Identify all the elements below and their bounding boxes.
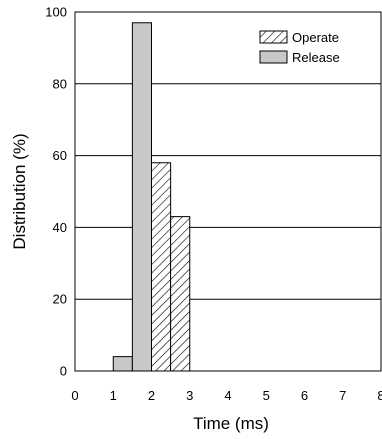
y-tick-label: 60 — [53, 148, 67, 163]
plot-frame — [74, 11, 382, 372]
x-tick-label: 0 — [71, 388, 78, 403]
bars — [112, 22, 191, 372]
bar-operate — [170, 216, 191, 372]
x-tick-label: 2 — [148, 388, 155, 403]
y-tick-label: 100 — [45, 5, 67, 20]
y-tick-label: 40 — [53, 220, 67, 235]
x-tick-label: 6 — [301, 388, 308, 403]
legend-swatch-operate — [259, 30, 288, 44]
bar-release — [131, 22, 152, 372]
legend-label-release: Release — [292, 50, 340, 65]
x-tick-label: 5 — [263, 388, 270, 403]
x-tick-label: 1 — [110, 388, 117, 403]
x-tick-labels: 0 1 2 3 4 5 6 7 8 — [71, 388, 382, 403]
y-tick-label: 0 — [60, 364, 67, 379]
legend: Operate Release — [259, 30, 340, 65]
y-tick-labels: 0 20 40 60 80 100 — [45, 5, 67, 379]
x-axis-title: Time (ms) — [193, 414, 269, 433]
y-axis-title: Distribution (%) — [10, 133, 29, 249]
x-tick-label: 8 — [377, 388, 382, 403]
bar-release — [112, 356, 133, 372]
x-tick-label: 3 — [186, 388, 193, 403]
y-tick-label: 20 — [53, 292, 67, 307]
x-tick-label: 7 — [339, 388, 346, 403]
y-tick-label: 80 — [53, 76, 67, 91]
legend-label-operate: Operate — [292, 30, 339, 45]
x-tick-label: 4 — [224, 388, 231, 403]
gridlines — [75, 11, 381, 372]
legend-swatch-release — [259, 50, 288, 64]
bar-operate — [151, 162, 172, 372]
